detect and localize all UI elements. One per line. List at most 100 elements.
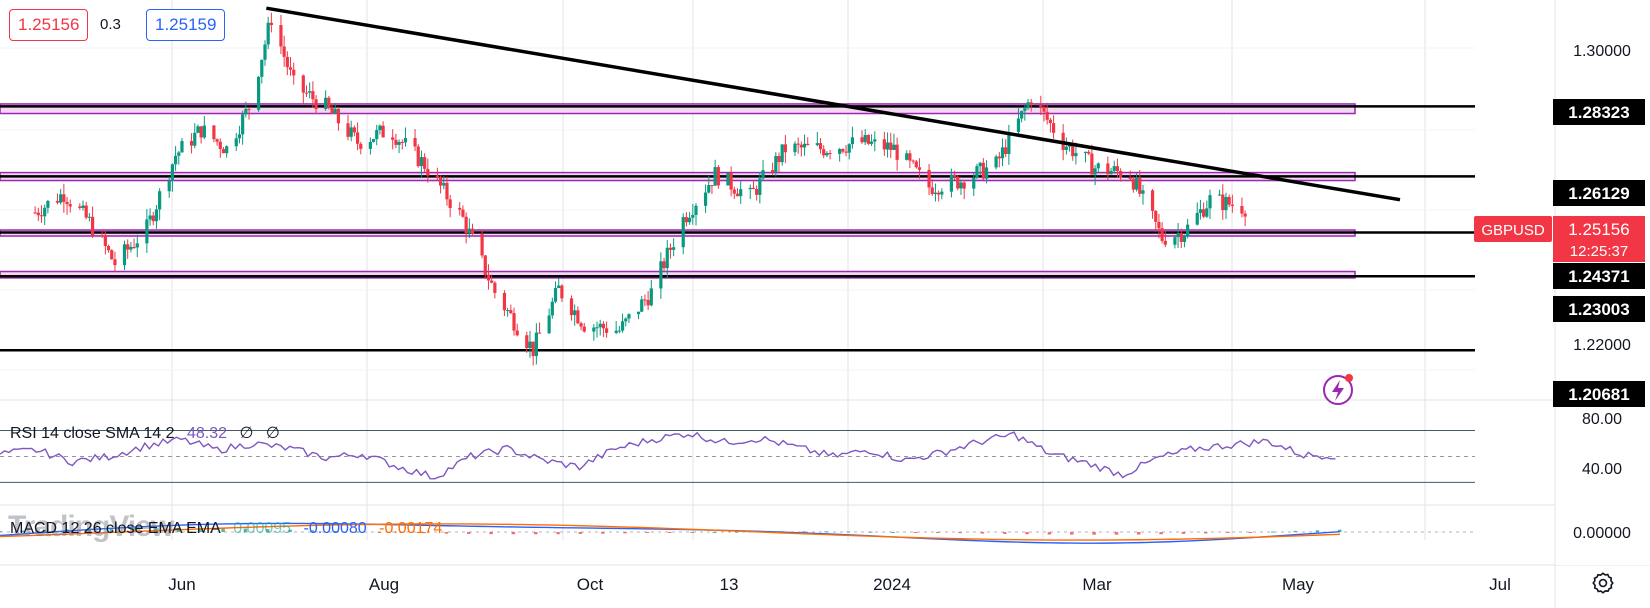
candle-body	[352, 127, 356, 133]
macd-histogram-bar	[556, 532, 560, 535]
macd-histogram-bar	[645, 532, 650, 534]
candle-body	[1093, 168, 1097, 175]
candle-body	[716, 167, 720, 186]
candle-body	[825, 153, 829, 156]
candle-body	[464, 216, 468, 234]
candle-body	[1163, 240, 1167, 245]
candle-body	[346, 123, 350, 137]
candle-body	[713, 167, 717, 186]
chart-settings-icon[interactable]	[1590, 570, 1616, 596]
candle-body	[1141, 190, 1145, 194]
candle-body	[1205, 208, 1209, 217]
candle-body	[1221, 194, 1225, 211]
candle-body	[799, 144, 803, 148]
candle-body	[841, 149, 845, 152]
macd-line	[0, 522, 1341, 544]
macd-legend[interactable]: MACD 12 26 close EMA EMA 0.00095 -0.0008…	[10, 520, 450, 538]
candle-body	[515, 330, 519, 336]
horizontal-levels	[0, 105, 1475, 352]
candle-body	[113, 259, 117, 266]
candle-body	[509, 310, 513, 314]
macd-legend-label: MACD 12 26 close EMA EMA	[10, 520, 221, 537]
price-labels: 1.28323 1.26129 1.24371 1.23003 1.20681 GBPUS…	[1474, 99, 1645, 407]
macd-histogram-bar	[1181, 532, 1186, 534]
candle-body	[1115, 166, 1120, 172]
last-price-label: 1.25156	[1568, 220, 1629, 239]
candle-body	[461, 209, 465, 217]
rsi-legend-extra2: ∅	[265, 425, 280, 442]
macd-histogram-bar	[400, 532, 404, 533]
candle-body	[598, 323, 602, 328]
candle-body	[873, 139, 877, 142]
candle-body	[703, 192, 708, 206]
candle-body	[885, 142, 890, 150]
candle-body	[882, 139, 886, 150]
candle-body	[905, 153, 909, 160]
rsi-tick-label: 40.00	[1582, 461, 1622, 478]
macd-histogram-bar	[891, 531, 895, 533]
candle-body	[531, 341, 535, 357]
candle-body	[710, 185, 714, 187]
trendline[interactable]	[266, 6, 1401, 202]
candle-body	[180, 141, 184, 153]
level-price-label: 1.20681	[1568, 385, 1629, 404]
macd-histogram-bar	[1226, 532, 1230, 533]
candle-body	[266, 22, 270, 45]
candle-body	[135, 243, 139, 248]
rsi-legend-extra1: ∅	[239, 425, 254, 442]
candle-body	[506, 310, 510, 312]
candle-body	[933, 192, 938, 195]
symbol-tag-box	[1474, 216, 1552, 242]
alert-icon[interactable]	[1323, 374, 1353, 405]
macd-histogram-bar	[333, 530, 337, 532]
macd-histogram-bar	[1159, 532, 1163, 535]
candle-body	[330, 107, 334, 114]
candle-body	[569, 298, 574, 316]
level-price-label: 1.24371	[1568, 267, 1629, 286]
macd-histogram-bar	[1070, 532, 1074, 535]
candle-body	[783, 144, 787, 153]
macd-histogram-bar	[824, 531, 828, 533]
candle-body	[927, 169, 931, 188]
candle-body	[755, 188, 759, 195]
macd-histogram-bar	[310, 530, 315, 532]
candle-body	[818, 143, 823, 150]
candle-body	[458, 207, 462, 210]
candle-body	[167, 180, 171, 192]
candle-body	[199, 126, 203, 138]
rsi-legend[interactable]: RSI 14 close SMA 14 2 48.32 ∅ ∅	[10, 423, 288, 443]
time-tick-label: Jun	[168, 575, 195, 594]
candle-body	[154, 209, 159, 222]
candle-body	[470, 228, 475, 234]
macd-histogram-bar	[266, 529, 270, 532]
bid-price-chip[interactable]: 1.25156	[9, 9, 89, 41]
candle-body	[665, 247, 669, 269]
candle-body	[1154, 210, 1158, 222]
candle-body	[234, 138, 238, 147]
candle-body	[269, 22, 273, 26]
candle-body	[371, 139, 376, 142]
candle-body	[793, 143, 797, 153]
candle-body	[911, 160, 915, 162]
ask-price-chip[interactable]: 1.25159	[146, 9, 226, 41]
candle-body	[244, 108, 248, 115]
candle-body	[1227, 196, 1231, 205]
candle-body	[796, 143, 800, 145]
candle-body	[997, 156, 1001, 159]
level-price-box	[1553, 99, 1645, 125]
candle-body	[780, 144, 784, 163]
candle-body	[483, 255, 487, 276]
candle-body	[158, 191, 162, 210]
candle-body	[1128, 177, 1132, 179]
candle-body	[576, 310, 580, 324]
candle-body	[36, 212, 40, 216]
candle-body	[1042, 106, 1046, 112]
candle-body	[595, 327, 599, 329]
candle-body	[84, 205, 88, 218]
macd-histogram-bar	[1338, 529, 1342, 532]
candle-body	[314, 99, 318, 110]
candle-body	[311, 91, 315, 100]
macd-histogram-bar	[20, 530, 24, 532]
candle-body	[122, 244, 127, 266]
